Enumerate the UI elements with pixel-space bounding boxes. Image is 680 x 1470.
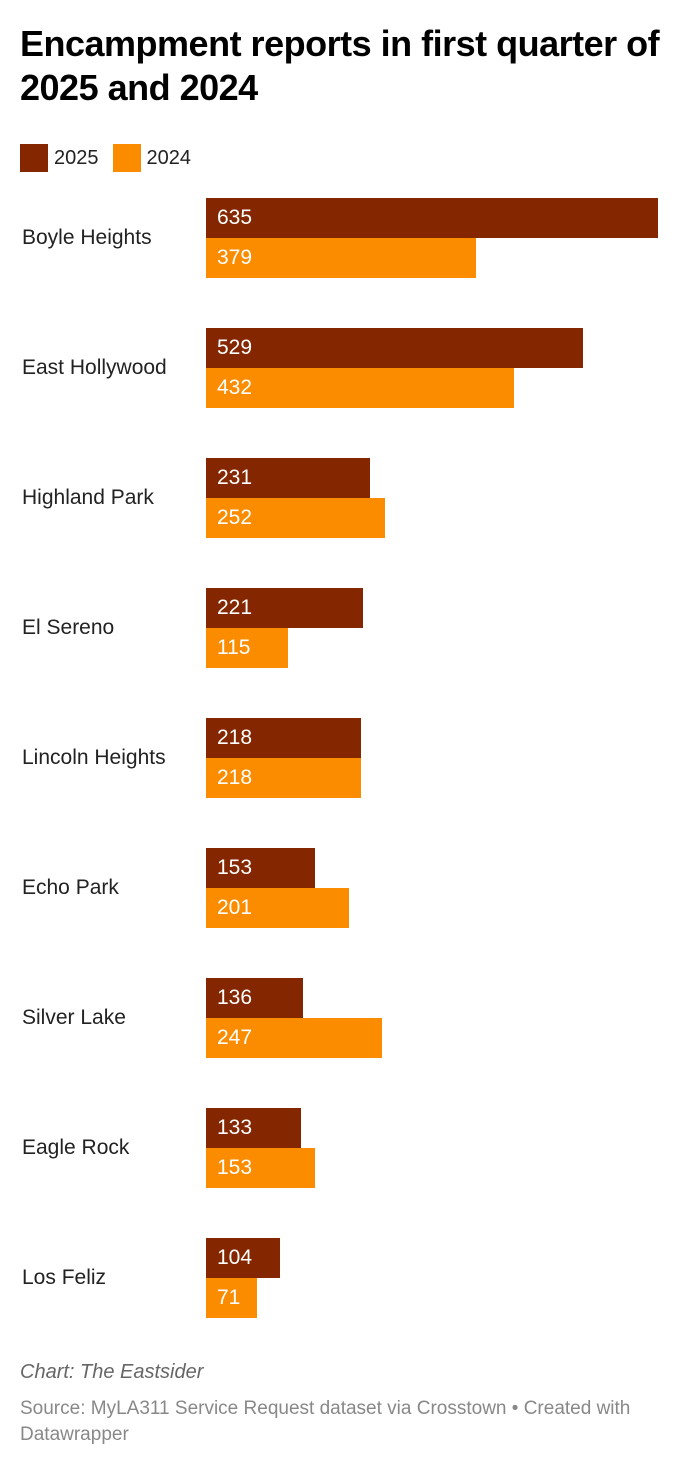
bar-2025: 231 (206, 458, 370, 498)
bar-group: Los Feliz 104 71 (0, 1238, 680, 1368)
bar-2025: 635 (206, 198, 658, 238)
category-label: Los Feliz (22, 1266, 107, 1289)
legend-swatch-2025 (20, 144, 48, 172)
category-label: El Sereno (22, 616, 115, 639)
bar-group: Lincoln Heights 218 218 (0, 718, 680, 848)
legend: 2025 2024 (20, 144, 205, 172)
chart-footer: Chart: The Eastsider Source: MyLA311 Ser… (20, 1358, 660, 1448)
bar-2024: 218 (206, 758, 361, 798)
legend-label-2025: 2025 (54, 146, 99, 169)
bar-group: Boyle Heights 635 379 (0, 198, 680, 328)
bar-2024: 153 (206, 1148, 315, 1188)
bar-2024: 247 (206, 1018, 382, 1058)
bar-2024: 432 (206, 368, 514, 408)
bar-2025: 529 (206, 328, 583, 368)
category-label: Highland Park (22, 486, 154, 509)
bar-2025: 221 (206, 588, 363, 628)
bar-2024: 115 (206, 628, 288, 668)
bar-2025: 153 (206, 848, 315, 888)
bar-2024: 379 (206, 238, 476, 278)
chart-credit: Chart: The Eastsider (20, 1361, 204, 1383)
bar-group: El Sereno 221 115 (0, 588, 680, 718)
bar-2025: 136 (206, 978, 303, 1018)
bar-2025: 133 (206, 1108, 301, 1148)
bar-group: Silver Lake 136 247 (0, 978, 680, 1108)
legend-item-2025: 2025 (20, 144, 99, 172)
bar-2024: 252 (206, 498, 385, 538)
category-label: Boyle Heights (22, 226, 152, 249)
bar-chart: Boyle Heights 635 379 East Hollywood 529 432 H… (0, 198, 680, 1368)
category-label: East Hollywood (22, 356, 167, 379)
bar-group: Eagle Rock 133 153 (0, 1108, 680, 1238)
chart-source: Source: MyLA311 Service Request dataset … (20, 1398, 631, 1445)
category-label: Silver Lake (22, 1006, 126, 1029)
chart-title: Encampment reports in first quarter of 2… (20, 23, 660, 108)
bar-group: East Hollywood 529 432 (0, 328, 680, 458)
category-label: Echo Park (22, 876, 119, 899)
bar-group: Highland Park 231 252 (0, 458, 680, 588)
bar-group: Echo Park 153 201 (0, 848, 680, 978)
bar-2025: 104 (206, 1238, 280, 1278)
bar-2025: 218 (206, 718, 361, 758)
legend-label-2024: 2024 (146, 146, 192, 169)
category-label: Lincoln Heights (22, 746, 166, 769)
legend-swatch-2024 (112, 144, 141, 172)
bar-2024: 71 (206, 1278, 257, 1318)
category-label: Eagle Rock (22, 1136, 130, 1159)
legend-item-2024: 2024 (112, 144, 192, 172)
bar-2024: 201 (206, 888, 349, 928)
